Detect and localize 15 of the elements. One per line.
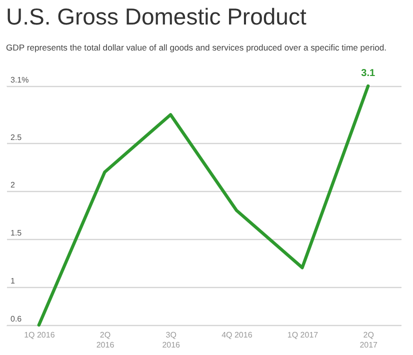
y-tick-label: 1 bbox=[10, 276, 16, 286]
x-tick-label: 2Q 2016 bbox=[96, 330, 115, 350]
x-tick-label: 1Q 2017 bbox=[287, 330, 319, 340]
y-tick-label: 2 bbox=[10, 180, 16, 190]
chart-subtitle: GDP represents the total dollar value of all goods and services produced over a specific time period. bbox=[6, 42, 387, 52]
x-tick-label: 1Q 2016 bbox=[24, 330, 56, 340]
chart-title: U.S. Gross Domestic Product bbox=[6, 3, 307, 30]
y-tick-label: 3.1% bbox=[10, 76, 29, 84]
y-tick-label: 0.6 bbox=[10, 314, 22, 324]
x-tick-label: 4Q 2016 bbox=[222, 330, 253, 340]
y-tick-label: 1.5 bbox=[10, 228, 22, 238]
x-tick-label: 3Q 2016 bbox=[162, 330, 181, 350]
data-label: 3.1 bbox=[361, 68, 376, 79]
y-tick-label: 2.5 bbox=[10, 132, 22, 142]
x-tick-label: 2Q 2017 bbox=[360, 330, 378, 350]
